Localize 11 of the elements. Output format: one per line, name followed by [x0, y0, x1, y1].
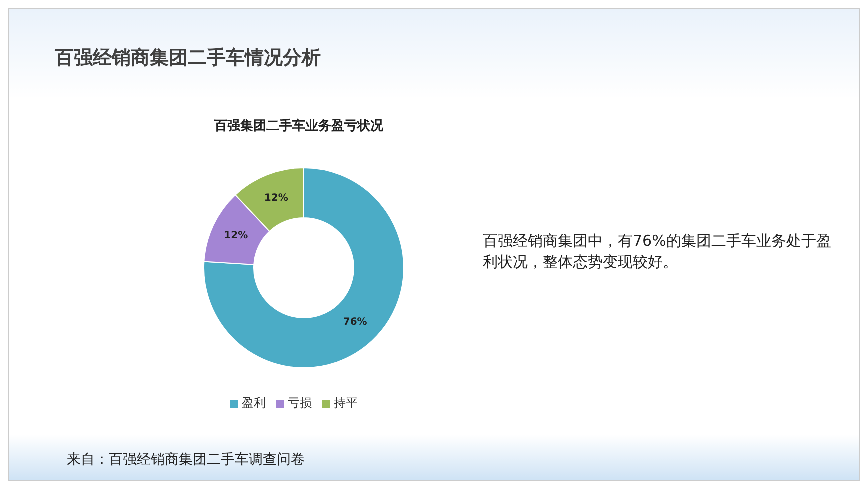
chart-subtitle: 百强集团二手车业务盈亏状况 [214, 118, 384, 135]
legend-label: 持平 [334, 396, 358, 410]
data-label: 12% [264, 192, 288, 204]
data-label: 76% [343, 317, 368, 328]
data-label: 12% [224, 230, 248, 242]
donut-slice [204, 168, 404, 368]
chart-title: 百强经销商集团二手车情况分析 [55, 46, 321, 71]
text: 百强经销商集团中，有76%的集团二手车业务处于盈利状况，整体态势变现较好。 [483, 231, 832, 273]
text: 来自：百强经销商集团二手车调查问卷 [67, 451, 305, 469]
legend-label: 亏损 [288, 396, 312, 410]
legend-label: 盈利 [242, 396, 266, 410]
